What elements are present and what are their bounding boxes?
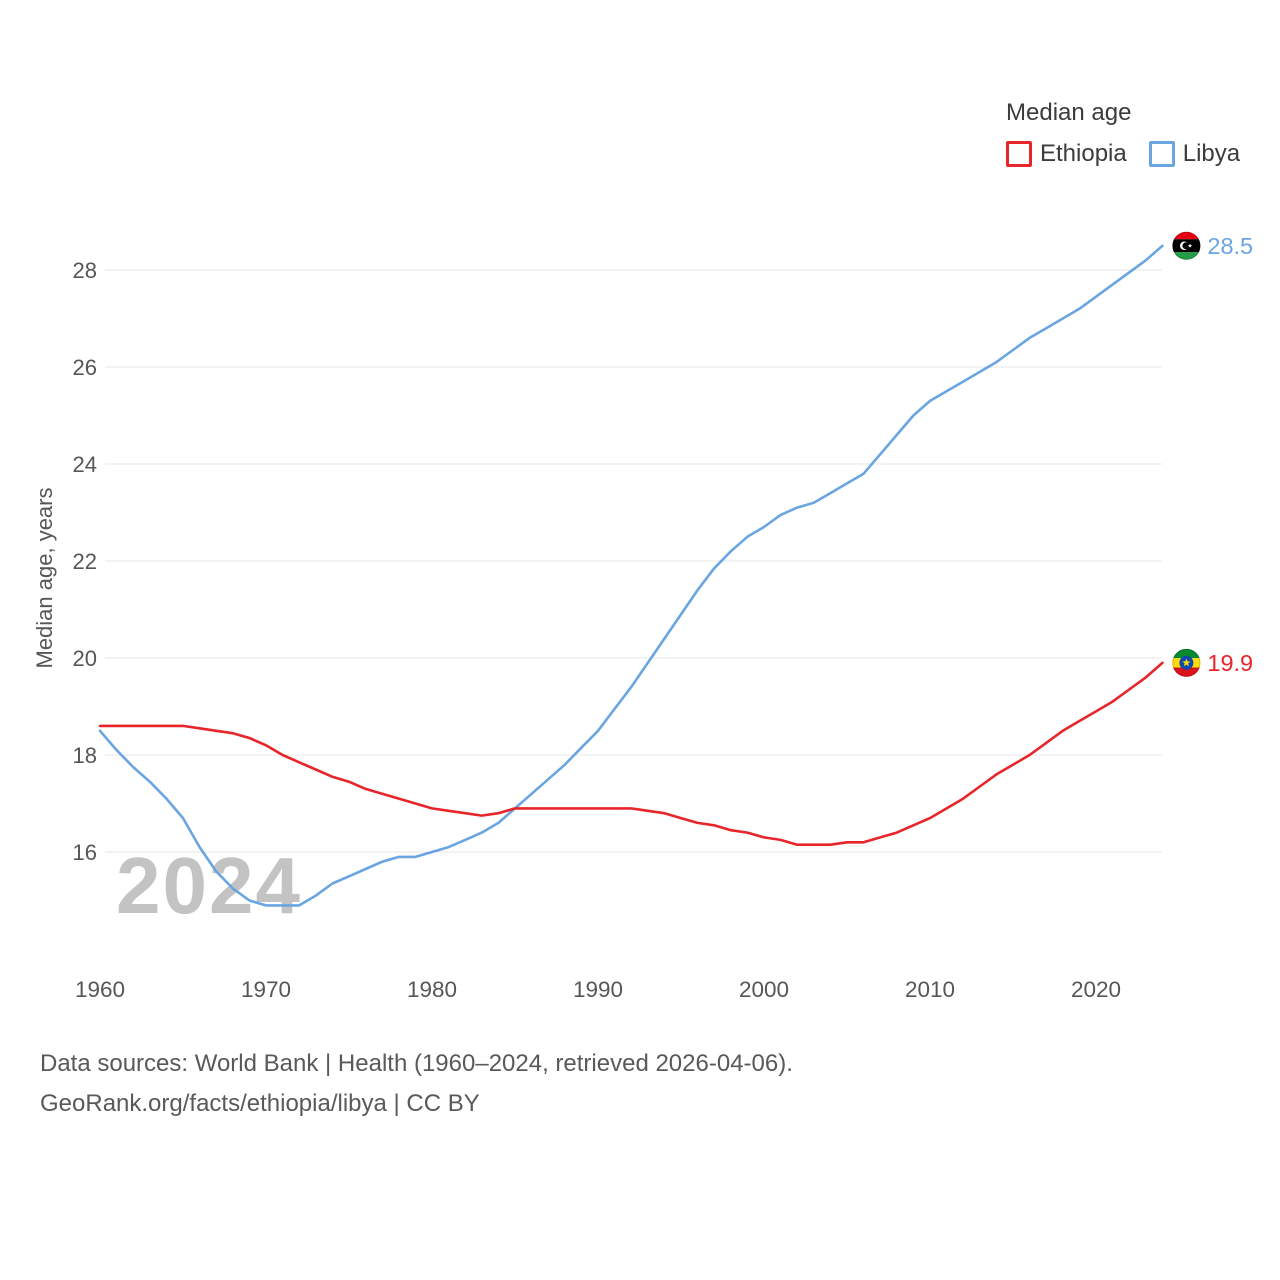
y-tick-label: 18 [73,743,97,768]
libya-swatch-icon [1148,141,1175,167]
y-tick-label: 24 [73,452,97,477]
x-tick-label: 1960 [75,977,125,1002]
y-tick-label: 26 [73,355,97,380]
x-tick-label: 2000 [739,977,789,1002]
libya-line [98,244,1164,907]
ethiopia-swatch-icon [1006,141,1032,167]
legend-items: Ethiopia Libya [1006,140,1240,168]
watermark-year: 2024 [116,841,302,930]
libya-flag-icon [1172,231,1201,260]
legend-title: Median age [1006,99,1132,126]
ethiopia-flag-icon [1172,648,1201,677]
x-tick-label: 1980 [407,977,457,1002]
attribution-line: GeoRank.org/facts/ethiopia/libya | CC BY [40,1090,480,1117]
legend-label-ethiopia: Ethiopia [1040,140,1127,167]
x-tick-label: 2020 [1071,977,1121,1002]
x-tick-label: 2010 [905,977,955,1002]
legend-item-libya[interactable]: Libya [1148,140,1241,168]
x-tick-label: 1990 [573,977,623,1002]
ethiopia-end-label: 19.9 [1207,650,1253,676]
libya-end-label: 28.5 [1207,233,1253,259]
y-tick-label: 28 [73,258,97,283]
y-tick-label: 16 [73,840,97,865]
legend-label-libya: Libya [1182,140,1241,167]
footer: Data sources: World Bank | Health (1960–… [40,1044,793,1124]
legend: Median age Ethiopia Libya [1006,99,1240,168]
y-tick-label: 22 [73,549,97,574]
data-sources-line: Data sources: World Bank | Health (1960–… [40,1050,793,1077]
ethiopia-line [98,661,1164,846]
y-tick-label: 20 [73,646,97,671]
legend-item-ethiopia[interactable]: Ethiopia [1006,140,1127,168]
x-tick-label: 1970 [241,977,291,1002]
